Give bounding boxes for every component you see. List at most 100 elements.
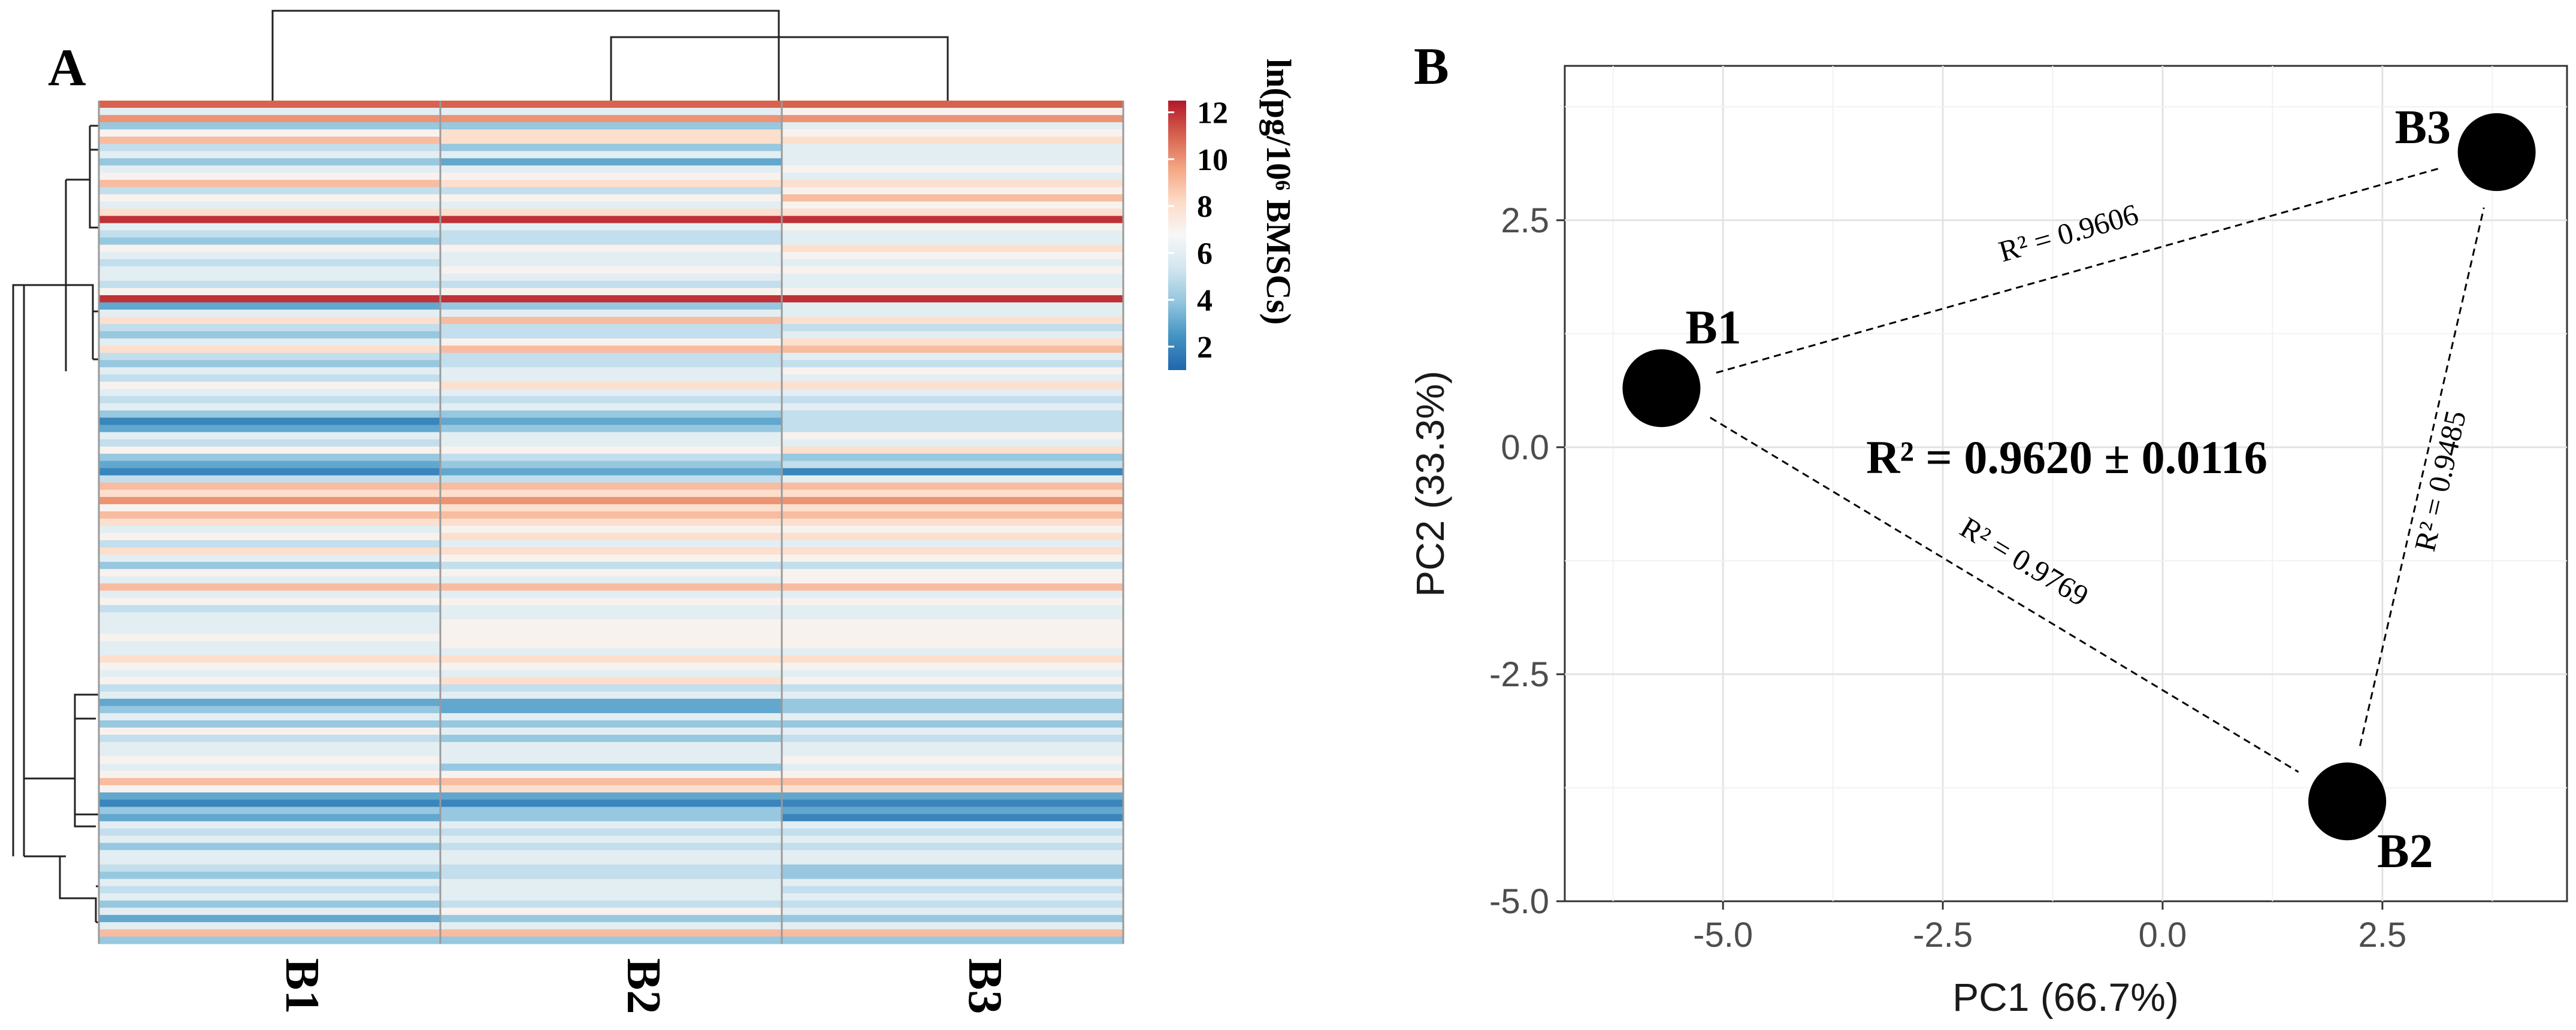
heatmap-cell (99, 158, 440, 166)
point-b1 (1622, 349, 1701, 428)
heatmap-cell (440, 309, 782, 317)
heatmap-cell (782, 108, 1123, 116)
heatmap-cell (782, 172, 1123, 180)
heatmap-cell (99, 259, 440, 267)
heatmap-cell (440, 634, 782, 642)
heatmap-cell (99, 396, 440, 404)
heatmap-cell (782, 756, 1123, 764)
heatmap-cell (99, 799, 440, 807)
heatmap-cell (782, 691, 1123, 699)
colorbar-ticks: 12 10 8 6 4 2 (1168, 96, 1228, 365)
heatmap-cell (99, 540, 440, 548)
heatmap-cell (782, 201, 1123, 210)
row-dendrogram (12, 107, 102, 923)
heatmap-cell (440, 720, 782, 728)
heatmap-cell (99, 101, 440, 108)
heatmap-cell (99, 410, 440, 419)
heatmap-cell (99, 814, 440, 822)
heatmap-cell (440, 425, 782, 433)
heatmap-cell (782, 324, 1123, 332)
heatmap-cell (440, 302, 782, 310)
heatmap-cell (99, 792, 440, 800)
heatmap-cell (99, 115, 440, 123)
colorbar-tick-label: 10 (1197, 143, 1228, 177)
heatmap-cell (440, 461, 782, 469)
heatmap-cell (440, 677, 782, 685)
heatmap-cell (782, 266, 1123, 274)
heatmap-cell (99, 360, 440, 368)
heatmap-cell (440, 648, 782, 656)
colorbar-tick-label: 2 (1197, 331, 1213, 365)
heatmap-cell (99, 403, 440, 411)
heatmap-cell (782, 619, 1123, 628)
heatmap-cell (99, 244, 440, 253)
heatmap-cell (782, 914, 1123, 923)
heatmap-cell (782, 453, 1123, 462)
heatmap-cell (99, 389, 440, 397)
heatmap-cell (99, 871, 440, 880)
heatmap-cell (99, 922, 440, 930)
heatmap-cell (782, 540, 1123, 548)
heatmap-cell (440, 151, 782, 159)
heatmap-cell (782, 929, 1123, 937)
heatmap-cell (782, 461, 1123, 469)
heatmap-cell (440, 381, 782, 389)
heatmap-cell (440, 828, 782, 837)
heatmap-cell (782, 605, 1123, 613)
heatmap-cell (782, 821, 1123, 829)
heatmap-cell (782, 590, 1123, 598)
heatmap-cell (782, 670, 1123, 678)
heatmap-cell (782, 317, 1123, 325)
heatmap-cell (782, 893, 1123, 901)
heatmap-cell (782, 396, 1123, 404)
heatmap-cell (440, 878, 782, 887)
heatmap-cell (782, 634, 1123, 642)
heatmap-cell (440, 590, 782, 598)
heatmap-column-labels: B1 B2 B3 (276, 958, 1011, 1014)
heatmap-cell (440, 280, 782, 289)
heatmap-cell (782, 518, 1123, 526)
heatmap-cell (440, 187, 782, 195)
heatmap-cell (440, 374, 782, 382)
heatmap-cell (782, 533, 1123, 541)
pair-line (2359, 207, 2485, 746)
x-axis-title: PC1 (66.7%) (1952, 975, 2179, 1019)
heatmap-cell (782, 410, 1123, 419)
heatmap-cell (440, 511, 782, 519)
heatmap-cell (99, 807, 440, 814)
heatmap-cell (440, 764, 782, 771)
heatmap-cell (440, 504, 782, 512)
heatmap-cell (99, 280, 440, 289)
heatmap-cell (440, 871, 782, 880)
heatmap-cell (782, 626, 1123, 635)
heatmap-cell (99, 432, 440, 440)
heatmap-cell (99, 172, 440, 180)
heatmap-cell (782, 677, 1123, 685)
heatmap-cell (782, 771, 1123, 778)
y-axis-title: PC2 (33.3%) (1408, 371, 1452, 597)
heatmap-cell (782, 425, 1123, 433)
heatmap-cell (99, 612, 440, 620)
panel-a-label: A (48, 39, 86, 97)
heatmap-cell (782, 843, 1123, 851)
heatmap-cell (99, 331, 440, 339)
heatmap-cell (440, 230, 782, 238)
heatmap-cell (99, 137, 440, 144)
heatmap-cell (782, 662, 1123, 671)
heatmap-cell (440, 771, 782, 778)
heatmap-cell (99, 129, 440, 137)
heatmap-cell (782, 230, 1123, 238)
heatmap-cell (782, 807, 1123, 814)
heatmap-cell (99, 201, 440, 210)
heatmap-cell (99, 273, 440, 281)
heatmap-cell (99, 648, 440, 656)
heatmap-cell (440, 338, 782, 346)
heatmap-cell (99, 425, 440, 433)
heatmap-cell (99, 338, 440, 346)
heatmap-cell (782, 489, 1123, 498)
heatmap-cell (440, 569, 782, 577)
heatmap-cell (440, 108, 782, 116)
heatmap-cell (440, 266, 782, 274)
heatmap-cell (782, 101, 1123, 108)
heatmap-cell (782, 223, 1123, 231)
